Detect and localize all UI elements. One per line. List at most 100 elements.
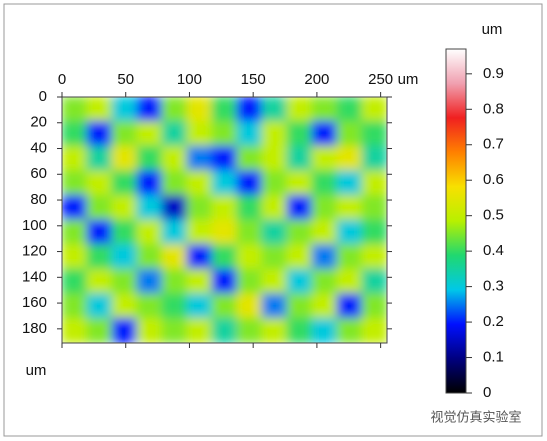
cell xyxy=(236,121,263,147)
cell xyxy=(236,317,263,343)
cell xyxy=(286,97,313,123)
y-tick-label: 20 xyxy=(30,114,47,131)
cell xyxy=(186,244,213,270)
cell xyxy=(336,317,363,343)
cell xyxy=(261,170,288,196)
cell xyxy=(336,170,363,196)
cell xyxy=(161,194,188,221)
cell xyxy=(311,219,338,246)
cell xyxy=(286,121,313,147)
y-tick-label: 60 xyxy=(30,165,47,182)
cell xyxy=(211,97,238,123)
cell xyxy=(161,170,188,196)
cell xyxy=(111,121,138,147)
cell xyxy=(261,121,288,147)
cell xyxy=(186,97,213,123)
cell xyxy=(186,170,213,196)
cell xyxy=(186,317,213,343)
cell xyxy=(361,293,387,319)
cell xyxy=(361,194,387,221)
cell xyxy=(111,317,138,343)
cell xyxy=(361,97,387,123)
cell xyxy=(161,121,188,147)
cell xyxy=(186,145,213,172)
cell xyxy=(361,244,387,270)
y-tick-label: 100 xyxy=(22,217,47,234)
cell xyxy=(336,293,363,319)
cell xyxy=(336,194,363,221)
cell xyxy=(311,268,338,295)
cell xyxy=(236,293,263,319)
cell xyxy=(86,317,113,343)
cell xyxy=(261,145,288,172)
cell xyxy=(311,121,338,147)
x-tick-label: 200 xyxy=(304,71,329,88)
cell xyxy=(261,293,288,319)
cell xyxy=(236,194,263,221)
watermark: 视觉仿真实验室 xyxy=(430,409,521,424)
cell xyxy=(186,194,213,221)
cell xyxy=(311,244,338,270)
cell xyxy=(361,268,387,295)
cell xyxy=(236,97,263,123)
cell xyxy=(86,268,113,295)
cell xyxy=(86,293,113,319)
x-unit: um xyxy=(398,71,419,88)
colorbar-tick-label: 0.9 xyxy=(483,65,504,82)
cell xyxy=(186,121,213,147)
y-tick-label: 40 xyxy=(30,139,47,156)
cell xyxy=(136,170,163,196)
cell xyxy=(211,145,238,172)
cell xyxy=(111,293,138,319)
cell xyxy=(311,293,338,319)
cell xyxy=(336,97,363,123)
cell xyxy=(311,97,338,123)
cell xyxy=(62,293,88,319)
cell xyxy=(311,317,338,343)
cell xyxy=(336,268,363,295)
colorbar xyxy=(445,48,467,394)
cell xyxy=(211,317,238,343)
cell xyxy=(286,170,313,196)
cell xyxy=(62,145,88,172)
cell xyxy=(336,145,363,172)
cell xyxy=(62,170,88,196)
cell xyxy=(136,194,163,221)
cell xyxy=(136,145,163,172)
cell xyxy=(336,244,363,270)
cell xyxy=(161,97,188,123)
cell xyxy=(161,293,188,319)
cell xyxy=(261,219,288,246)
x-tick-label: 250 xyxy=(368,71,393,88)
cell xyxy=(111,268,138,295)
x-tick-label: 100 xyxy=(177,71,202,88)
colorbar-tick-label: 0.4 xyxy=(483,242,504,259)
cell xyxy=(86,244,113,270)
cell xyxy=(161,244,188,270)
cell xyxy=(361,121,387,147)
cell xyxy=(261,194,288,221)
cell xyxy=(86,145,113,172)
y-tick-label: 80 xyxy=(30,191,47,208)
cell xyxy=(136,317,163,343)
cell xyxy=(86,97,113,123)
cell xyxy=(161,145,188,172)
y-tick-label: 120 xyxy=(22,243,47,260)
colorbar-tick-label: 0 xyxy=(483,384,491,401)
colorbar-tick-label: 0.8 xyxy=(483,100,504,117)
cell xyxy=(136,219,163,246)
x-tick-label: 50 xyxy=(117,71,134,88)
colorbar-tick-label: 0.6 xyxy=(483,171,504,188)
cell xyxy=(86,194,113,221)
cell xyxy=(236,219,263,246)
cell xyxy=(236,145,263,172)
colorbar-tick-label: 0.7 xyxy=(483,136,504,153)
cell xyxy=(361,219,387,246)
cell xyxy=(136,97,163,123)
cell xyxy=(211,244,238,270)
cell xyxy=(286,317,313,343)
cell xyxy=(86,121,113,147)
cell xyxy=(211,268,238,295)
x-tick-label: 150 xyxy=(241,71,266,88)
cell xyxy=(286,268,313,295)
